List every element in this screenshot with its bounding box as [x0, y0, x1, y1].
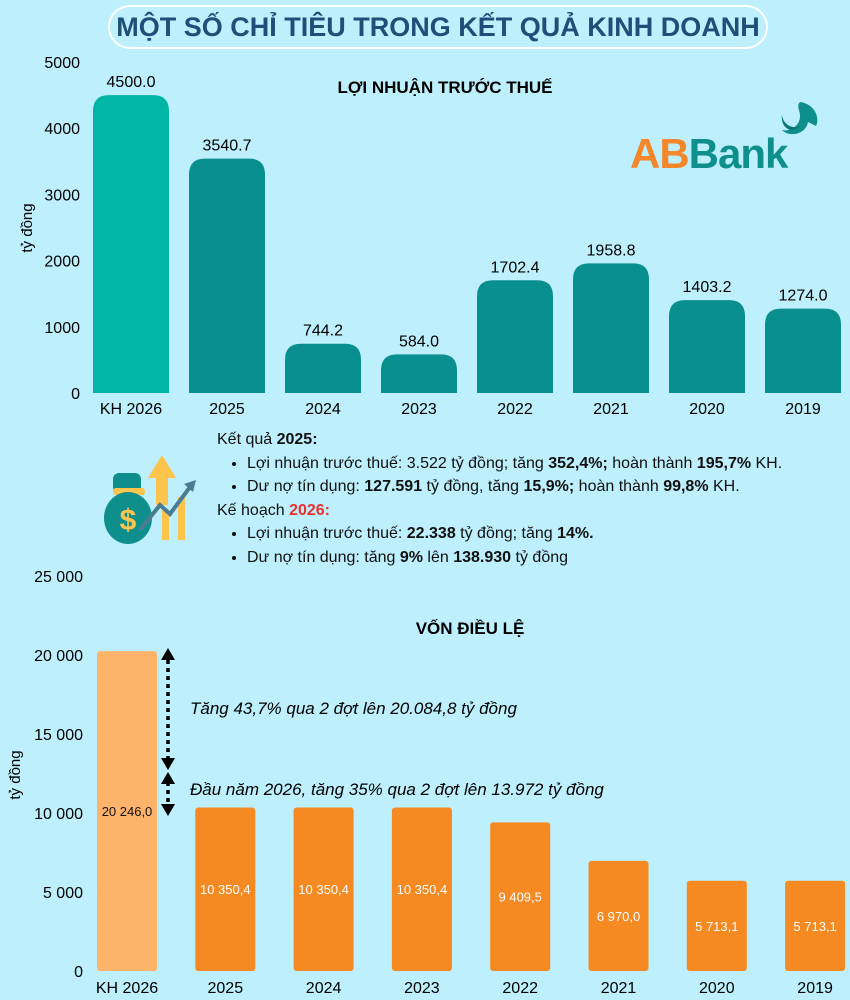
- x-tick-label: 2020: [689, 401, 725, 418]
- annotation: Tăng 43,7% qua 2 đợt lên 20.084,8 tỷ đồn…: [190, 699, 517, 718]
- list-item: Dư nợ tín dụng: 127.591 tỷ đồng, tăng 15…: [247, 475, 782, 499]
- data-label: 5 713,1: [793, 919, 836, 934]
- x-tick-label: 2024: [305, 401, 341, 418]
- result-list: Lợi nhuận trước thuế: 3.522 tỷ đồng; tăn…: [217, 452, 782, 499]
- x-tick-label: 2025: [209, 401, 245, 418]
- profit-chart: LỢI NHUẬN TRƯỚC THUẾ tỷ đồng 0 1000 2000 3000…: [19, 55, 841, 418]
- logo-ab: AB: [630, 130, 690, 177]
- bar: [391, 807, 452, 971]
- plan-heading: Kế hoạch 2026:: [217, 501, 330, 519]
- data-label: 10 350,4: [200, 882, 251, 897]
- data-label: 9 409,5: [499, 890, 542, 905]
- chart-title: LỢI NHUẬN TRƯỚC THUẾ: [338, 78, 553, 97]
- logo-bank: Bank: [688, 130, 789, 177]
- data-label: 20 246,0: [102, 804, 153, 819]
- result-heading: Kết quả 2025:: [217, 431, 318, 448]
- x-tick-label: KH 2026: [100, 401, 162, 418]
- y-tick-label: 1000: [44, 320, 80, 337]
- data-label: 1702.4: [491, 259, 540, 276]
- x-tick-label: 2022: [502, 980, 538, 997]
- x-tick-label: 2020: [699, 980, 735, 997]
- x-tick-label: 2025: [208, 980, 244, 997]
- page-title: MỘT SỐ CHỈ TIÊU TRONG KẾT QUẢ KINH DOANH: [108, 5, 768, 49]
- data-label: 5 713,1: [695, 919, 738, 934]
- bar: [93, 95, 169, 393]
- data-label: 1403.2: [683, 279, 732, 296]
- y-tick-label: 10 000: [34, 806, 83, 823]
- y-tick-label: 4000: [44, 121, 80, 138]
- y-tick-label: 5000: [44, 55, 80, 72]
- x-tick-label: 2023: [404, 980, 440, 997]
- data-label: 744.2: [303, 323, 343, 340]
- y-tick-label: 0: [74, 964, 83, 981]
- bar: [785, 880, 846, 971]
- y-axis-label: tỷ đồng: [19, 203, 36, 252]
- bar: [669, 300, 745, 393]
- list-item: Lợi nhuận trước thuế: 22.338 tỷ đồng; tă…: [247, 522, 782, 546]
- y-tick-label: 0: [71, 386, 80, 403]
- y-tick-label: 15 000: [34, 727, 83, 744]
- x-tick-label: 2021: [601, 980, 637, 997]
- bar: [588, 860, 649, 971]
- money-bag-growth-icon: $: [104, 455, 196, 544]
- y-tick-label: 3000: [44, 187, 80, 204]
- bar: [285, 343, 361, 393]
- arrow-down-icon: [161, 758, 175, 770]
- data-label: 10 350,4: [397, 882, 448, 897]
- data-label: 1958.8: [587, 242, 636, 259]
- y-tick-label: 25 000: [34, 569, 83, 586]
- abbank-logo: ABBank: [630, 100, 820, 177]
- bar: [490, 822, 551, 971]
- x-tick-label: 2022: [497, 401, 533, 418]
- y-tick-label: 20 000: [34, 648, 83, 665]
- list-item: Dư nợ tín dụng: tăng 9% lên 138.930 tỷ đ…: [247, 546, 782, 570]
- x-tick-label: KH 2026: [96, 980, 158, 997]
- data-label: 10 350,4: [298, 882, 349, 897]
- bar: [381, 354, 457, 393]
- bar: [189, 158, 265, 393]
- x-tick-label: 2019: [797, 980, 833, 997]
- business-results-notes: Kết quả 2025: Lợi nhuận trước thuế: 3.52…: [217, 428, 782, 569]
- x-tick-label: 2021: [593, 401, 629, 418]
- arrow-up-icon: [161, 772, 175, 784]
- list-item: Lợi nhuận trước thuế: 3.522 tỷ đồng; tăn…: [247, 452, 782, 476]
- annotation: Đầu năm 2026, tăng 35% qua 2 đợt lên 13.…: [190, 780, 604, 799]
- bar: [686, 880, 747, 971]
- y-tick-label: 5 000: [43, 885, 83, 902]
- data-label: 4500.0: [107, 74, 156, 91]
- bar: [477, 280, 553, 393]
- data-label: 6 970,0: [597, 909, 640, 924]
- bar: [97, 651, 157, 971]
- bar: [195, 807, 256, 971]
- y-axis-label: tỷ đồng: [7, 750, 24, 799]
- x-tick-label: 2024: [306, 980, 342, 997]
- bar: [573, 263, 649, 393]
- arrow-down-icon: [161, 804, 175, 816]
- data-label: 3540.7: [203, 138, 252, 155]
- x-tick-label: 2019: [785, 401, 821, 418]
- capital-chart: VỐN ĐIỀU LỆ tỷ đồng 0 5 000 10 000 15 000 20 0…: [7, 569, 846, 997]
- data-label: 584.0: [399, 333, 439, 350]
- arrow-up-icon: [161, 648, 175, 660]
- y-tick-label: 2000: [44, 254, 80, 271]
- svg-text:$: $: [120, 504, 137, 537]
- bird-logo-icon: [781, 102, 818, 135]
- data-label: 1274.0: [779, 288, 828, 305]
- bar: [293, 807, 354, 971]
- plan-list: Lợi nhuận trước thuế: 22.338 tỷ đồng; tă…: [217, 522, 782, 569]
- chart-title: VỐN ĐIỀU LỆ: [416, 618, 525, 638]
- x-tick-label: 2023: [401, 401, 437, 418]
- bar: [765, 308, 841, 393]
